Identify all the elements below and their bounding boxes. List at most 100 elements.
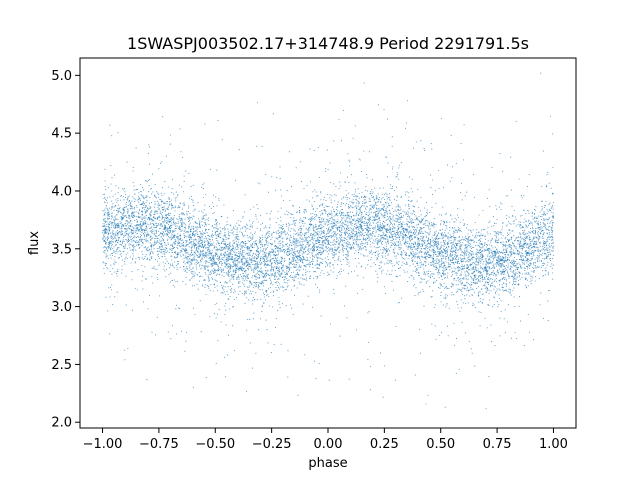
data-point <box>261 239 264 241</box>
data-point <box>155 235 157 237</box>
data-point <box>267 260 269 262</box>
data-point <box>439 287 441 289</box>
data-point <box>333 252 335 254</box>
data-point <box>341 245 343 247</box>
data-point <box>141 218 143 220</box>
data-point <box>242 235 244 237</box>
data-point <box>433 233 435 235</box>
data-point <box>348 235 350 237</box>
data-point <box>162 209 164 211</box>
data-point <box>425 215 427 217</box>
data-point <box>407 100 409 102</box>
data-point <box>226 290 228 292</box>
data-point <box>168 226 171 229</box>
data-point <box>305 211 307 213</box>
data-point <box>117 199 119 202</box>
data-point <box>552 272 554 274</box>
data-point <box>312 197 314 199</box>
data-point <box>113 246 115 248</box>
data-point <box>158 193 160 195</box>
data-point <box>397 302 399 304</box>
data-point <box>320 204 322 206</box>
data-point <box>182 281 184 283</box>
data-point <box>211 230 213 232</box>
data-point <box>182 239 184 241</box>
data-point <box>172 229 174 231</box>
data-point <box>183 234 185 236</box>
data-point <box>418 215 420 218</box>
data-point <box>313 233 315 236</box>
data-point <box>206 256 208 258</box>
data-point <box>532 218 534 220</box>
data-point <box>529 259 531 262</box>
data-point <box>341 263 343 266</box>
data-point <box>417 255 420 257</box>
data-point <box>187 260 189 262</box>
data-point <box>200 232 202 234</box>
data-point <box>175 281 177 283</box>
data-point <box>527 226 529 228</box>
data-point <box>358 233 360 235</box>
data-point <box>277 243 279 245</box>
data-point <box>146 223 148 225</box>
data-point <box>270 254 272 256</box>
data-point <box>528 252 530 254</box>
data-point <box>305 264 307 266</box>
data-point <box>282 228 284 230</box>
data-point <box>347 243 349 245</box>
data-point <box>140 233 142 236</box>
data-point <box>429 270 432 273</box>
data-point <box>298 239 300 241</box>
data-point <box>227 286 229 288</box>
data-point <box>384 237 387 240</box>
data-point <box>431 222 433 224</box>
data-point <box>345 245 347 247</box>
data-point <box>445 249 447 252</box>
data-point <box>161 245 164 247</box>
data-point <box>320 227 322 229</box>
data-point <box>146 181 148 183</box>
data-point <box>477 251 479 253</box>
data-point <box>149 236 151 239</box>
data-point <box>427 243 429 245</box>
data-point <box>134 236 136 238</box>
data-point <box>377 212 379 214</box>
data-point <box>496 218 498 221</box>
data-point <box>174 228 176 230</box>
data-point <box>399 241 401 243</box>
data-point <box>403 258 405 260</box>
data-point <box>221 241 223 243</box>
data-point <box>144 278 146 280</box>
data-point <box>183 233 185 235</box>
data-point <box>377 209 379 211</box>
data-point <box>110 215 112 217</box>
data-point <box>401 255 403 257</box>
data-point <box>140 226 142 228</box>
data-point <box>449 226 451 228</box>
data-point <box>173 220 175 222</box>
data-point <box>179 238 181 240</box>
data-point <box>340 237 342 239</box>
data-point <box>511 252 513 254</box>
data-point <box>166 239 168 241</box>
data-point <box>129 220 131 222</box>
data-point <box>187 232 189 234</box>
data-point <box>274 327 276 329</box>
data-point <box>466 244 468 246</box>
data-point <box>505 280 507 282</box>
data-point <box>437 262 440 264</box>
data-point <box>514 306 516 308</box>
data-point <box>251 245 253 248</box>
data-point <box>189 255 191 257</box>
data-point <box>414 283 416 286</box>
data-point <box>364 242 366 244</box>
data-point <box>445 266 447 269</box>
data-point <box>464 253 466 255</box>
data-point <box>164 249 166 251</box>
data-point <box>112 238 114 240</box>
data-point <box>253 244 255 246</box>
data-point <box>343 212 345 214</box>
data-point <box>259 258 262 260</box>
data-point <box>376 242 378 244</box>
data-point <box>358 262 360 264</box>
